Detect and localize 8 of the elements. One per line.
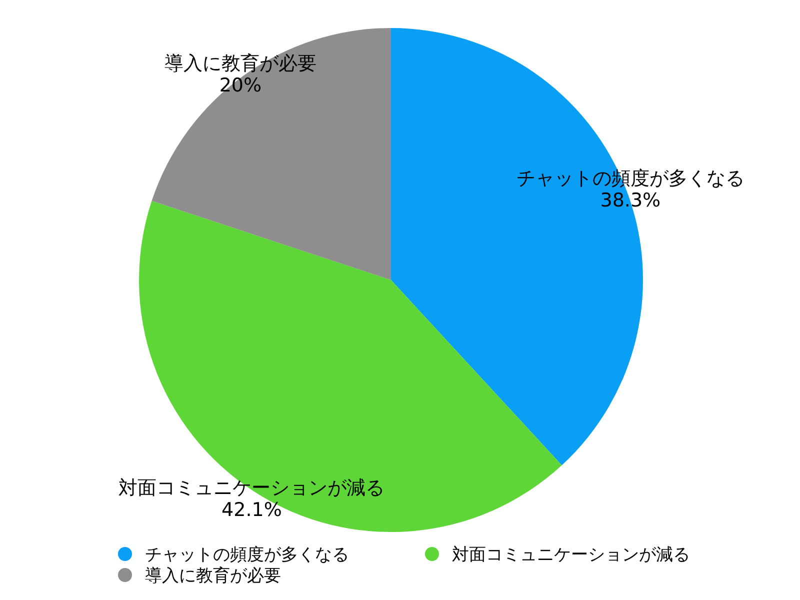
pie-slice	[139, 200, 562, 532]
slice-label: 対面コミュニケーションが減る	[118, 477, 385, 500]
pie-slice	[152, 28, 391, 280]
slice-label: 導入に教育が必要	[164, 52, 316, 75]
legend-label: 対面コミュニケーションが減る	[452, 545, 690, 565]
data-label: 42.1%	[222, 499, 282, 522]
legend-label: 導入に教育が必要	[145, 566, 281, 586]
legend-label: チャットの頻度が多くなる	[145, 545, 349, 565]
